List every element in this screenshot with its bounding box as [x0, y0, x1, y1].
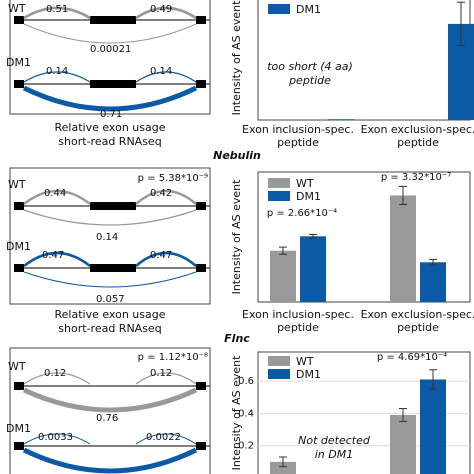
gene-title-flnc: Flnc	[224, 332, 250, 345]
chart-annotation: Not detected	[298, 434, 371, 447]
usage-caption-line2: short-read RNAseq	[58, 135, 161, 148]
category-label: peptide	[277, 136, 319, 149]
dm1-label: DM1	[6, 56, 31, 69]
gene-title-nebulin: Nebulin	[213, 149, 261, 162]
wt-left-value: 0.51	[46, 4, 68, 15]
bar-dm1	[420, 379, 446, 474]
chart-annotation: in DM1	[315, 448, 353, 461]
chart-1: Intensity of AS event DM1 Exon inclusion-s…	[230, 0, 474, 149]
plot-frame	[257, 171, 471, 303]
legend-label-wt: WT	[296, 355, 314, 368]
wt-p-value: p = 1.12*10⁻⁸	[138, 352, 208, 363]
wt-label: WT	[8, 360, 26, 373]
bar-dm1	[328, 119, 354, 120]
p-value: p = 3.32*10⁻⁷	[381, 172, 451, 183]
bar-wt	[270, 461, 296, 474]
category-label: Exon exclusion-spec.	[361, 308, 474, 321]
category-label: Exon inclusion-spec.	[242, 308, 354, 321]
category-label: peptide	[277, 321, 319, 334]
dm1-left-value: 0.47	[42, 250, 64, 261]
plot-frame	[257, 351, 471, 474]
y-tick-label: 0.2	[238, 441, 254, 452]
y-tick-label: 0.6	[238, 376, 254, 387]
wt-right-value: 0.49	[150, 4, 172, 15]
category-label: Exon exclusion-spec.	[361, 123, 474, 136]
y-axis-label: Intensity of AS event	[230, 0, 243, 115]
usage-caption-line2: short-read RNAseq	[58, 322, 161, 335]
dm1-right-value: 0.47	[150, 250, 172, 261]
chart-annotation: too short (4 aa)	[267, 60, 353, 73]
section-1-usage: WT 0.51 0.49 0.00021 DM1 0.14 0.14 0.71 …	[6, 0, 211, 148]
chart-annotation: peptide	[288, 74, 331, 87]
bar-wt	[390, 415, 416, 474]
wt-label: WT	[8, 2, 26, 15]
usage-frame	[9, 167, 211, 305]
wt-right-value: 0.12	[150, 368, 172, 379]
legend-label-dm1: DM1	[296, 368, 321, 381]
section-3-usage: WT p = 1.12*10⁻⁸ 0.12 0.12 0.76 DM1 0.00…	[6, 347, 211, 474]
dm1-label: DM1	[6, 422, 31, 435]
usage-caption-line1: Relative exon usage	[55, 308, 166, 321]
category-label: peptide	[397, 321, 439, 334]
section-2-usage: WT p = 5.38*10⁻⁹ 0.44 0.42 0.14 DM1 0.47…	[6, 167, 211, 335]
usage-frame	[9, 347, 211, 474]
dm1-left-value: 0.0033	[38, 432, 73, 443]
usage-caption-line1: Relative exon usage	[55, 121, 166, 134]
y-axis-label: Intensity of AS event	[230, 355, 243, 470]
wt-left-value: 0.44	[44, 188, 66, 199]
legend-swatch-wt	[268, 356, 290, 366]
legend-label-dm1: DM1	[296, 190, 321, 203]
wt-skip-value: 0.76	[96, 413, 118, 424]
wt-skip-value: 0.14	[96, 232, 118, 243]
category-label: peptide	[397, 136, 439, 149]
y-tick-label: 0.4	[238, 408, 254, 419]
legend-swatch-wt	[268, 178, 290, 188]
bar-wt	[270, 250, 296, 302]
bar-dm1	[300, 236, 326, 302]
legend-swatch-dm1	[268, 369, 290, 379]
wt-right-value: 0.42	[150, 188, 172, 199]
dm1-skip-value: 0.057	[96, 294, 125, 305]
category-label: Exon inclusion-spec.	[242, 123, 354, 136]
dm1-right-value: 0.14	[150, 66, 172, 77]
bar-wt	[390, 195, 416, 302]
wt-left-value: 0.12	[44, 368, 66, 379]
legend-label-wt: WT	[296, 177, 314, 190]
wt-label: WT	[8, 178, 26, 191]
legend-label-dm1: DM1	[296, 3, 321, 16]
bar-dm1	[420, 262, 446, 302]
dm1-skip-value: 0.71	[100, 109, 122, 120]
p-value: p = 4.69*10⁻⁴	[377, 352, 447, 363]
dm1-left-value: 0.14	[46, 66, 68, 77]
dm1-right-value: 0.0022	[146, 432, 181, 443]
dm1-label: DM1	[6, 240, 31, 253]
wt-p-value: p = 5.38*10⁻⁹	[138, 173, 208, 184]
p-value: p = 2.66*10⁻⁴	[267, 208, 337, 219]
usage-frame	[9, 0, 211, 115]
legend-swatch-dm1	[268, 191, 290, 201]
y-axis-label: Intensity of AS event	[230, 179, 243, 294]
legend-swatch-dm1	[268, 4, 290, 14]
wt-skip-value: 0.00021	[90, 44, 131, 55]
